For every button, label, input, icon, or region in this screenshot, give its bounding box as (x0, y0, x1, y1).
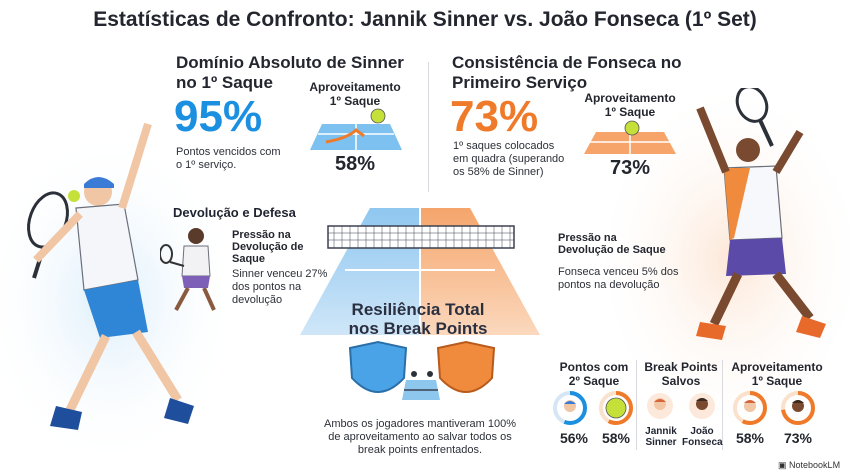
break-points-saved-avatars (647, 393, 715, 419)
shield-icon-blue (348, 340, 408, 393)
bp-fonseca-name: João Fonseca (682, 426, 723, 448)
fonseca-first-serve-box-value: 73% (609, 157, 651, 179)
second-serve-rings (553, 391, 633, 425)
sinner-serve-description: Pontos vencidos com o 1º serviço. (176, 146, 281, 171)
first-serve-sinner-value: 58% (735, 430, 765, 446)
first-serve-fonseca-value: 73% (783, 430, 813, 446)
sinner-first-serve-box-value: 58% (334, 153, 376, 175)
second-serve-fonseca-value: 58% (601, 430, 631, 446)
top-divider (428, 62, 429, 192)
second-serve-fonseca-ring (599, 391, 633, 425)
notebook-icon: ▣ (778, 460, 787, 470)
fonseca-first-serve-in-value: 73% (450, 92, 539, 141)
summary-divider-2 (722, 360, 723, 450)
sinner-player-illustration (27, 122, 194, 430)
notebooklm-logo: ▣ NotebookLM (778, 460, 841, 470)
first-serve-summary-label: Aproveitamento 1º Saque (731, 360, 823, 388)
bp-sinner-name: Jannik Sinner (645, 426, 677, 448)
fonseca-serve-heading: Consistência de Fonseca no Primeiro Serv… (452, 53, 682, 92)
fonseca-first-serve-box-label: Aproveitamento 1º Saque (584, 91, 676, 119)
fonseca-return-description: Fonseca venceu 5% dos pontos na devoluçã… (558, 266, 679, 291)
sinner-return-description: Sinner venceu 27% dos pontos na devoluçã… (232, 268, 328, 306)
sinner-serve-heading: Domínio Absoluto de Sinner no 1º Saque (176, 53, 404, 92)
summary-divider-1 (636, 360, 637, 450)
fonseca-return-subheading: Pressão na Devolução de Saque (558, 232, 666, 256)
second-serve-label: Pontos com 2º Saque (559, 360, 629, 388)
break-points-shields-illustration (348, 340, 496, 400)
second-serve-sinner-ring (553, 391, 587, 425)
fonseca-serve-description: 1º saques colocados em quadra (superando… (453, 140, 565, 178)
tennis-court-illustration (300, 208, 540, 335)
sinner-first-serve-box-label: Aproveitamento 1º Saque (309, 80, 401, 108)
first-serve-rings (733, 391, 815, 425)
shield-icon-orange (436, 340, 496, 393)
break-points-description: Ambos os jogadores mantiveram 100% de ap… (324, 418, 516, 456)
sinner-first-serve-won-value: 95% (174, 92, 263, 141)
break-points-heading: Resiliência Total nos Break Points (348, 300, 488, 338)
second-serve-sinner-value: 56% (559, 430, 589, 446)
sinner-return-subheading: Pressão na Devolução de Saque (232, 229, 304, 265)
first-serve-fonseca-ring (781, 391, 815, 425)
tennis-ball-icon (605, 397, 627, 419)
first-serve-sinner-ring (733, 391, 767, 425)
fonseca-serve-court-icon (584, 120, 676, 154)
sinner-serve-court-icon (310, 108, 402, 150)
return-defense-heading: Devolução e Defesa (173, 205, 296, 220)
sinner-return-player-illustration (160, 228, 216, 311)
page-title: Estatísticas de Confronto: Jannik Sinner… (93, 8, 757, 31)
fonseca-player-illustration (696, 88, 826, 340)
break-points-saved-label: Break Points Salvos (644, 360, 718, 388)
